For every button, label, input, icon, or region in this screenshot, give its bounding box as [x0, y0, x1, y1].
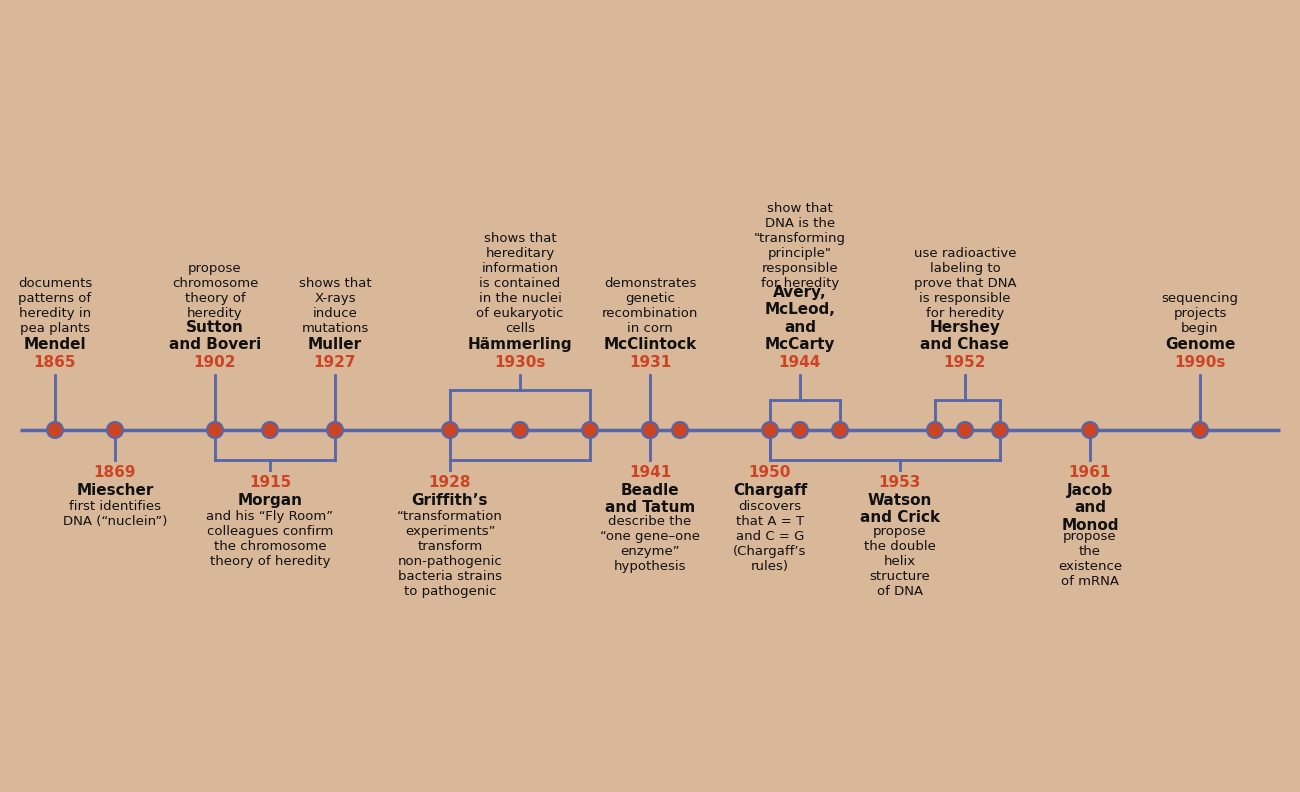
Text: Watson
and Crick: Watson and Crick: [859, 493, 940, 525]
Text: 1930s: 1930s: [494, 355, 546, 370]
Text: sequencing
projects
begin: sequencing projects begin: [1161, 292, 1239, 335]
Text: propose
the
existence
of mRNA: propose the existence of mRNA: [1058, 530, 1122, 588]
Text: Miescher: Miescher: [77, 483, 153, 498]
Circle shape: [672, 422, 688, 438]
Text: “transformation
experiments”
transform
non-pathogenic
bacteria strains
to pathog: “transformation experiments” transform n…: [396, 510, 503, 598]
Text: Beadle
and Tatum: Beadle and Tatum: [604, 483, 696, 516]
Circle shape: [263, 422, 278, 438]
Circle shape: [207, 422, 224, 438]
Circle shape: [1082, 422, 1098, 438]
Circle shape: [328, 422, 343, 438]
Text: 1941: 1941: [629, 465, 671, 480]
Circle shape: [107, 422, 124, 438]
Circle shape: [927, 422, 942, 438]
Circle shape: [792, 422, 809, 438]
Text: 1950: 1950: [749, 465, 792, 480]
Text: Hämmerling: Hämmerling: [468, 337, 572, 352]
Circle shape: [47, 422, 62, 438]
Text: show that
DNA is the
"transforming
principle"
responsible
for heredity: show that DNA is the "transforming princ…: [754, 202, 846, 290]
Text: discovers
that A = T
and C = G
(Chargaff’s
rules): discovers that A = T and C = G (Chargaff…: [733, 500, 807, 573]
Text: Jacob
and
Monod: Jacob and Monod: [1061, 483, 1119, 533]
Text: 1931: 1931: [629, 355, 671, 370]
Text: Griffith’s: Griffith’s: [412, 493, 489, 508]
Text: shows that
X-rays
induce
mutations: shows that X-rays induce mutations: [299, 277, 372, 335]
Text: demonstrates
genetic
recombination
in corn: demonstrates genetic recombination in co…: [602, 277, 698, 335]
Text: Avery,
McLeod,
and
McCarty: Avery, McLeod, and McCarty: [764, 285, 836, 352]
Text: first identifies
DNA (“nuclein”): first identifies DNA (“nuclein”): [62, 500, 168, 528]
Text: Hershey
and Chase: Hershey and Chase: [920, 320, 1010, 352]
Text: 1952: 1952: [944, 355, 987, 370]
Circle shape: [642, 422, 658, 438]
Text: 1902: 1902: [194, 355, 237, 370]
Text: 1865: 1865: [34, 355, 77, 370]
Text: Mendel: Mendel: [23, 337, 86, 352]
Circle shape: [957, 422, 972, 438]
Circle shape: [992, 422, 1008, 438]
Text: shows that
hereditary
information
is contained
in the nuclei
of eukaryotic
cells: shows that hereditary information is con…: [476, 232, 564, 335]
Text: 1869: 1869: [94, 465, 136, 480]
Text: propose
the double
helix
structure
of DNA: propose the double helix structure of DN…: [864, 525, 936, 598]
Circle shape: [832, 422, 848, 438]
Text: Sutton
and Boveri: Sutton and Boveri: [169, 320, 261, 352]
Text: describe the
“one gene–one
enzyme”
hypothesis: describe the “one gene–one enzyme” hypot…: [601, 515, 699, 573]
Circle shape: [762, 422, 777, 438]
Circle shape: [642, 422, 658, 438]
Circle shape: [1192, 422, 1208, 438]
Text: Chargaff: Chargaff: [733, 483, 807, 498]
Text: and his “Fly Room”
colleagues confirm
the chromosome
theory of heredity: and his “Fly Room” colleagues confirm th…: [207, 510, 334, 568]
Text: Morgan: Morgan: [238, 493, 303, 508]
Text: propose
chromosome
theory of
heredity: propose chromosome theory of heredity: [172, 262, 259, 320]
Text: Muller: Muller: [308, 337, 363, 352]
Text: documents
patterns of
heredity in
pea plants: documents patterns of heredity in pea pl…: [18, 277, 92, 335]
Circle shape: [582, 422, 598, 438]
Text: 1990s: 1990s: [1174, 355, 1226, 370]
Circle shape: [442, 422, 458, 438]
Text: 1915: 1915: [248, 475, 291, 490]
Text: 1928: 1928: [429, 475, 471, 490]
Text: 1961: 1961: [1069, 465, 1112, 480]
Text: McClintock: McClintock: [603, 337, 697, 352]
Text: Genome: Genome: [1165, 337, 1235, 352]
Text: use radioactive
labeling to
prove that DNA
is responsible
for heredity: use radioactive labeling to prove that D…: [914, 247, 1017, 320]
Text: 1927: 1927: [313, 355, 356, 370]
Circle shape: [512, 422, 528, 438]
Text: 1953: 1953: [879, 475, 922, 490]
Text: 1944: 1944: [779, 355, 822, 370]
